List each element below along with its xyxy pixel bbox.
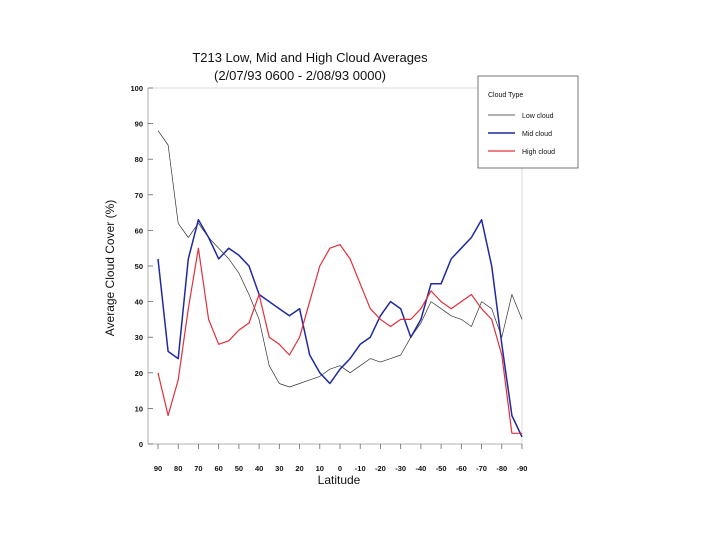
y-tick-label: 60 — [135, 226, 143, 235]
x-axis-label: Latitude — [318, 473, 361, 487]
y-tick-label: 80 — [135, 155, 143, 164]
x-tick-label: -60 — [456, 464, 467, 473]
y-tick-group: 0 10 20 30 40 50 60 70 80 90 100 — [130, 84, 153, 449]
legend-box — [477, 75, 579, 169]
series-line-high-cloud — [157, 244, 522, 434]
x-tick-label: -80 — [496, 464, 507, 473]
y-tick-label: 10 — [135, 404, 143, 413]
x-tick-label: 60 — [214, 464, 222, 473]
legend-title: Cloud Type — [488, 92, 523, 99]
x-tick-group: 90 80 70 60 50 40 30 20 10 0 -10 -20 -30 -40 -50 -60 -70… — [154, 444, 528, 473]
x-tick-label: 50 — [235, 464, 243, 473]
x-tick-label: -50 — [436, 464, 447, 473]
legend-label-high-cloud: High cloud — [522, 149, 555, 156]
y-tick-label: 0 — [139, 440, 143, 449]
chart-subtitle: (2/07/93 0600 - 2/08/93 0000) — [214, 68, 386, 83]
chart-legend: Cloud Type Low cloud Mid cloud High cloud — [477, 75, 579, 169]
series-line-low-cloud — [157, 130, 523, 388]
x-tick-label: -30 — [395, 464, 406, 473]
x-tick-label: -20 — [375, 464, 386, 473]
series-group — [157, 130, 523, 438]
x-tick-label: -10 — [355, 464, 366, 473]
x-tick-label: 30 — [275, 464, 283, 473]
y-tick-label: 50 — [135, 262, 143, 271]
y-tick-label: 40 — [135, 298, 143, 307]
x-tick-label: 10 — [316, 464, 324, 473]
legend-label-low-cloud: Low cloud — [522, 113, 554, 120]
y-axis-label: Average Cloud Cover (%) — [103, 200, 117, 337]
y-tick-label: 70 — [135, 191, 143, 200]
x-tick-label: 0 — [338, 464, 342, 473]
x-tick-label: 40 — [255, 464, 263, 473]
legend-items: Low cloud Mid cloud High cloud — [488, 113, 555, 156]
y-tick-label: 20 — [135, 369, 143, 378]
chart-title: T213 Low, Mid and High Cloud Averages — [192, 50, 428, 65]
plot-frame — [147, 87, 523, 445]
x-tick-label: -90 — [517, 464, 528, 473]
y-tick-label: 100 — [130, 84, 143, 93]
x-tick-label: 70 — [194, 464, 202, 473]
x-tick-label: 20 — [295, 464, 303, 473]
y-tick-label: 30 — [135, 333, 143, 342]
x-tick-label: 90 — [154, 464, 162, 473]
legend-label-mid-cloud: Mid cloud — [522, 131, 552, 138]
x-tick-label: -40 — [415, 464, 426, 473]
x-tick-label: -70 — [476, 464, 487, 473]
x-tick-label: 80 — [174, 464, 182, 473]
y-tick-label: 90 — [135, 120, 143, 129]
series-line-mid-cloud — [157, 218, 523, 438]
